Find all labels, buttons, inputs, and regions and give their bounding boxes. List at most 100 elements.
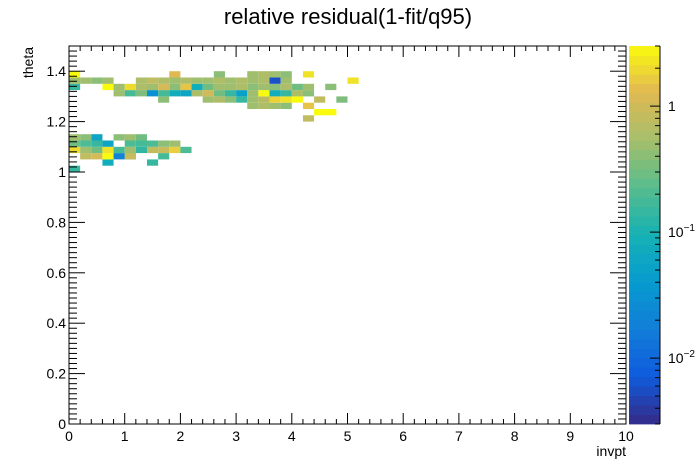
heatmap-cell (102, 140, 114, 147)
heatmap-cell (69, 77, 81, 84)
palette-bin (629, 376, 660, 387)
color-palette: 10−2 10−1 1 (629, 45, 695, 425)
heatmap-cell (280, 90, 292, 97)
heatmap-cell (269, 77, 281, 84)
heatmap-cell (180, 90, 192, 97)
heatmap-cell (202, 96, 214, 103)
heatmap-cell (280, 71, 292, 78)
heatmap-cell (124, 153, 136, 160)
heatmap-cell (158, 96, 170, 103)
heatmap-cell (91, 140, 103, 147)
palette-bin (629, 64, 660, 75)
heatmap-cell (113, 134, 125, 141)
heatmap-cell (213, 71, 225, 78)
palette-bin (629, 178, 660, 189)
heatmap-cell (124, 146, 136, 154)
palette-bin (629, 159, 660, 170)
heatmap-cell (291, 96, 303, 103)
palette-bin (629, 320, 660, 330)
heatmap-cell (80, 134, 92, 141)
heatmap-cell (258, 71, 270, 78)
palette-bin (629, 46, 660, 56)
heatmap-cell (269, 83, 281, 91)
palette-bin (629, 140, 660, 151)
heatmap-cell (102, 83, 114, 91)
heatmap-cell (247, 83, 259, 91)
heatmap-cell (302, 83, 315, 91)
heatmap-cell (280, 83, 292, 91)
palette-bin (629, 112, 660, 122)
heatmap-cell (347, 77, 359, 84)
heatmap-cell (102, 146, 114, 154)
heatmap-cell (69, 83, 81, 91)
y-tick-label: 0.2 (47, 366, 67, 382)
heatmap-cell (124, 83, 136, 91)
heatmap-cell (202, 90, 214, 97)
y-tick-label: 0 (58, 416, 66, 432)
heatmap-cell (191, 77, 203, 84)
heatmap-cell (124, 134, 136, 141)
heatmap-cell (213, 90, 225, 97)
heatmap-cell (80, 140, 92, 147)
axes: 0 1 2 3 4 5 6 7 8 9 10 0 0.2 0.4 0.6 0.8 1 1.2 1.4 (47, 45, 634, 444)
heatmap-cell (113, 153, 125, 160)
heatmap-cell (146, 90, 159, 97)
heatmap-cells (69, 71, 359, 172)
heatmap-cell (213, 77, 225, 84)
heatmap-cell (102, 153, 114, 160)
heatmap-cell (80, 77, 92, 84)
palette-bin (629, 282, 660, 293)
heatmap-cell (169, 140, 181, 147)
palette-bin (629, 235, 660, 245)
x-tick-label: 8 (511, 428, 519, 444)
heatmap-cell (180, 83, 192, 91)
heatmap-cell (91, 134, 103, 141)
heatmap-cell (247, 96, 259, 103)
heatmap-cell (146, 83, 159, 91)
x-tick-label: 6 (399, 428, 407, 444)
heatmap-cell (69, 140, 81, 147)
palette-bin (629, 197, 660, 208)
heatmap-cell (113, 83, 125, 91)
y-tick-label: 1.2 (47, 114, 67, 130)
x-tick-label: 4 (288, 428, 296, 444)
heatmap-cell (280, 77, 292, 84)
palette-bin (629, 93, 660, 104)
heatmap-cell (258, 90, 270, 97)
palette-bin (629, 291, 660, 302)
palette-bin (629, 253, 660, 264)
palette-bin (629, 357, 660, 368)
heatmap-cell (314, 109, 326, 116)
heatmap-cell (135, 134, 147, 141)
heatmap-cell (158, 153, 170, 160)
heatmap-cell (113, 90, 125, 97)
heatmap-cell (91, 146, 103, 154)
x-tick-label: 5 (344, 428, 352, 444)
heatmap-cell (325, 83, 337, 91)
heatmap-cell (280, 102, 292, 109)
palette-bin (629, 74, 660, 85)
y-tick-label: 0.4 (47, 315, 67, 331)
heatmap-cell (158, 146, 170, 154)
heatmap-cell (135, 146, 147, 154)
heatmap-cell (169, 146, 181, 154)
heatmap-cell (191, 83, 203, 91)
heatmap-cell (291, 83, 303, 91)
heatmap-cell (146, 159, 159, 166)
palette-bin (629, 395, 660, 406)
heatmap-cell (91, 77, 103, 84)
heatmap-cell (69, 134, 81, 141)
y-tick-label: 1 (58, 164, 66, 180)
heatmap-cell (302, 102, 315, 109)
heatmap-cell (135, 140, 147, 147)
palette-bin (629, 206, 660, 217)
heatmap-cell (302, 90, 315, 97)
heatmap-cell (336, 96, 348, 103)
palette-bin (629, 83, 660, 94)
heatmap-cell (124, 90, 136, 97)
heatmap-cell (158, 90, 170, 97)
heatmap-cell (91, 153, 103, 160)
heatmap-cell (69, 165, 81, 172)
heatmap-cell (191, 90, 203, 97)
palette-bin (629, 102, 660, 113)
